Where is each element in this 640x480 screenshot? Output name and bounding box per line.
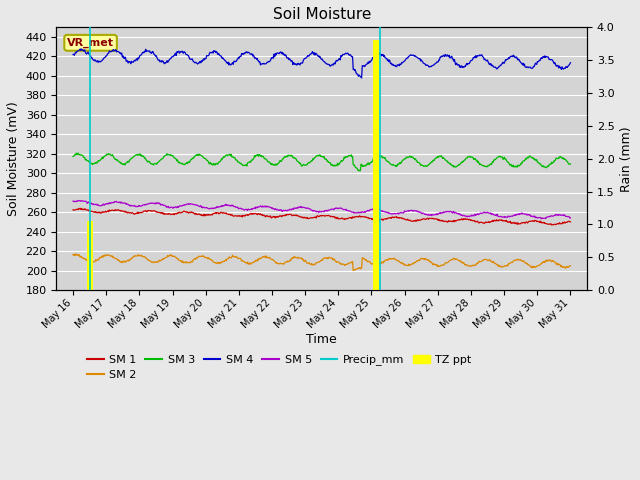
Bar (86, 221, 93, 290)
Y-axis label: Rain (mm): Rain (mm) (620, 126, 633, 192)
Text: VR_met: VR_met (67, 37, 114, 48)
X-axis label: Time: Time (307, 333, 337, 346)
Y-axis label: Soil Moisture (mV): Soil Moisture (mV) (7, 101, 20, 216)
Bar (374, 40, 380, 290)
Title: Soil Moisture: Soil Moisture (273, 7, 371, 22)
Legend: SM 1, SM 2, SM 3, SM 4, SM 5, Precip_mm, TZ ppt: SM 1, SM 2, SM 3, SM 4, SM 5, Precip_mm,… (83, 350, 476, 384)
